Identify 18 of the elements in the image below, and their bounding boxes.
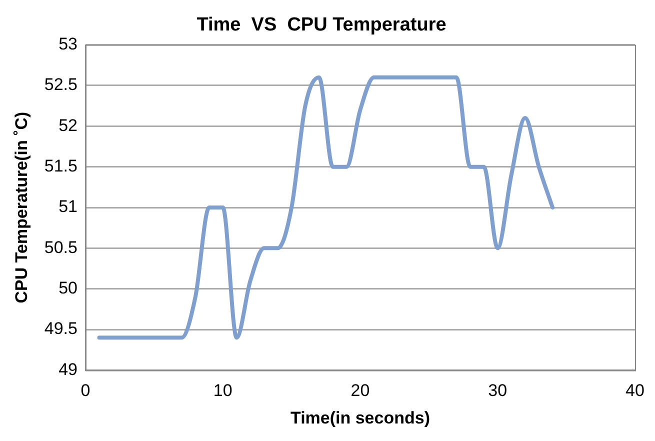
y-tick-label: 49 bbox=[58, 360, 78, 379]
x-tick-label: 20 bbox=[350, 381, 370, 400]
chart-title: Time VS CPU Temperature bbox=[196, 14, 446, 36]
x-tick-label: 30 bbox=[488, 381, 508, 400]
x-tick-label: 40 bbox=[626, 381, 644, 400]
y-axis-title: CPU Temperature(in ˚C) bbox=[12, 112, 31, 304]
y-tick-label: 53 bbox=[58, 34, 78, 54]
y-tick-label: 49.5 bbox=[44, 319, 78, 338]
y-tick-label: 51.5 bbox=[44, 156, 78, 176]
x-axis-title: Time(in seconds) bbox=[290, 408, 430, 428]
y-tick-label: 50 bbox=[58, 278, 78, 298]
y-tick-label: 50.5 bbox=[44, 238, 78, 257]
x-tick-label: 10 bbox=[213, 381, 232, 400]
line-series bbox=[97, 75, 555, 340]
x-tick-label: 0 bbox=[80, 381, 90, 400]
y-tick-label: 52 bbox=[58, 116, 78, 135]
y-tick-label: 51 bbox=[58, 197, 78, 216]
y-tick-label: 52.5 bbox=[44, 75, 78, 94]
